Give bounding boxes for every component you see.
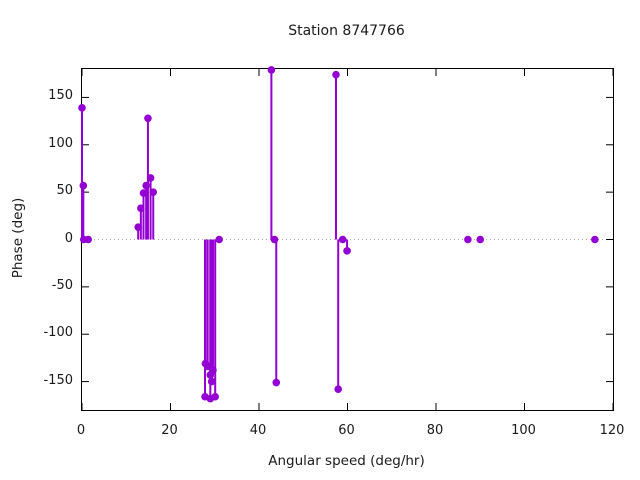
x-tick-label: 100 xyxy=(511,423,536,438)
y-tick-label: -50 xyxy=(51,277,73,293)
data-point-marker xyxy=(144,114,152,123)
data-point-marker xyxy=(146,174,155,182)
chart-title: Station 8747766 xyxy=(288,23,405,39)
x-tick-label: 0 xyxy=(76,423,86,438)
plot-area xyxy=(78,66,614,411)
y-tick-label: -100 xyxy=(43,325,73,341)
y-tick-label: -150 xyxy=(43,372,73,388)
y-axis-label: Phase (deg) xyxy=(10,197,26,279)
data-point-marker xyxy=(591,235,599,244)
y-tick-label: 50 xyxy=(56,183,73,199)
x-axis-label: Angular speed (deg/hr) xyxy=(268,453,425,469)
x-tick-label: 40 xyxy=(249,423,267,438)
data-point-marker xyxy=(207,377,216,386)
x-tick-label: 80 xyxy=(426,423,444,438)
x-tick-label: 60 xyxy=(338,423,355,438)
data-point-marker xyxy=(464,235,472,244)
data-point-marker xyxy=(78,104,86,112)
data-point-marker xyxy=(338,235,347,244)
data-point-marker xyxy=(272,378,281,387)
y-tick-label: 150 xyxy=(48,88,73,104)
y-tick-label: 0 xyxy=(64,230,73,246)
data-point-marker xyxy=(149,188,158,196)
data-point-marker xyxy=(79,181,88,190)
data-point-marker xyxy=(267,66,276,74)
data-point-marker xyxy=(215,235,223,244)
data-point-marker xyxy=(211,392,219,401)
data-point-marker xyxy=(332,70,340,79)
data-point-marker xyxy=(84,235,92,244)
data-point-marker xyxy=(476,235,485,244)
data-point-marker xyxy=(334,385,343,393)
plot-svg xyxy=(78,66,614,410)
x-tick-label: 120 xyxy=(599,423,625,438)
x-tick-label: 20 xyxy=(161,423,178,438)
data-point-marker xyxy=(343,247,351,255)
y-tick-label: 100 xyxy=(48,135,73,151)
